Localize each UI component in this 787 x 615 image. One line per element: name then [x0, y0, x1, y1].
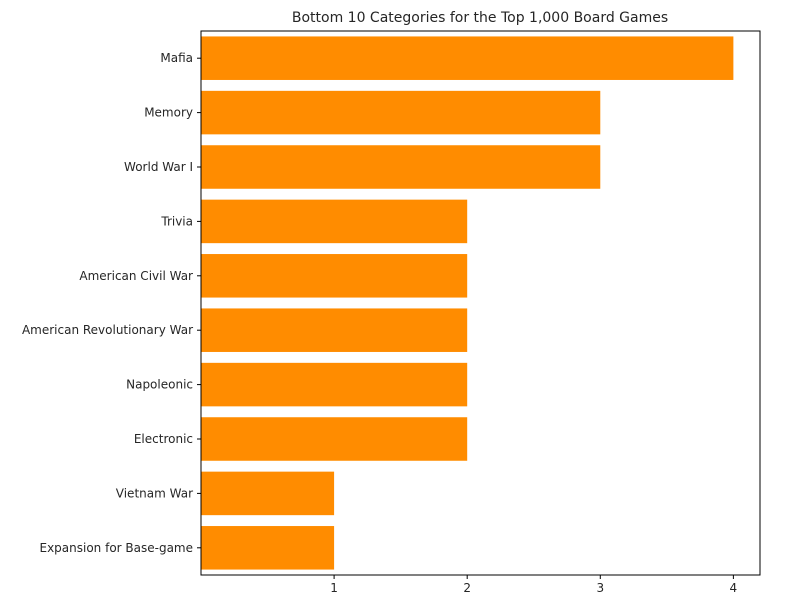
bars-layer: [201, 36, 734, 570]
axes-frame: [200, 30, 761, 576]
bar: [201, 90, 601, 135]
bar: [201, 145, 601, 189]
x-tick-label: 4: [730, 581, 738, 595]
x-tick-label: 1: [330, 581, 338, 595]
bar: [201, 36, 734, 80]
category-label: World War I: [124, 160, 193, 174]
x-axis-ticks: 1 2 3 4: [330, 575, 737, 595]
bar: [201, 362, 468, 407]
bar: [201, 417, 468, 461]
category-label: American Revolutionary War: [22, 323, 193, 337]
x-tick-label: 2: [463, 581, 471, 595]
category-label: Vietnam War: [116, 486, 193, 500]
bar: [201, 526, 335, 570]
category-label: Electronic: [134, 432, 193, 446]
bar: [201, 199, 468, 244]
category-labels: Mafia Memory World War I Trivia American Civ…: [22, 51, 201, 555]
category-label: Expansion for Base-game: [39, 541, 193, 555]
bar: [201, 308, 468, 352]
chart-title: Bottom 10 Categories for the Top 1,000 B…: [292, 10, 668, 26]
bar: [201, 254, 468, 298]
category-label: American Civil War: [79, 269, 193, 283]
x-tick-label: 3: [596, 581, 604, 595]
bar: [201, 471, 335, 516]
category-label: Napoleonic: [126, 378, 193, 392]
category-label: Mafia: [160, 51, 193, 65]
category-label: Trivia: [160, 214, 193, 228]
category-label: Memory: [144, 106, 193, 120]
